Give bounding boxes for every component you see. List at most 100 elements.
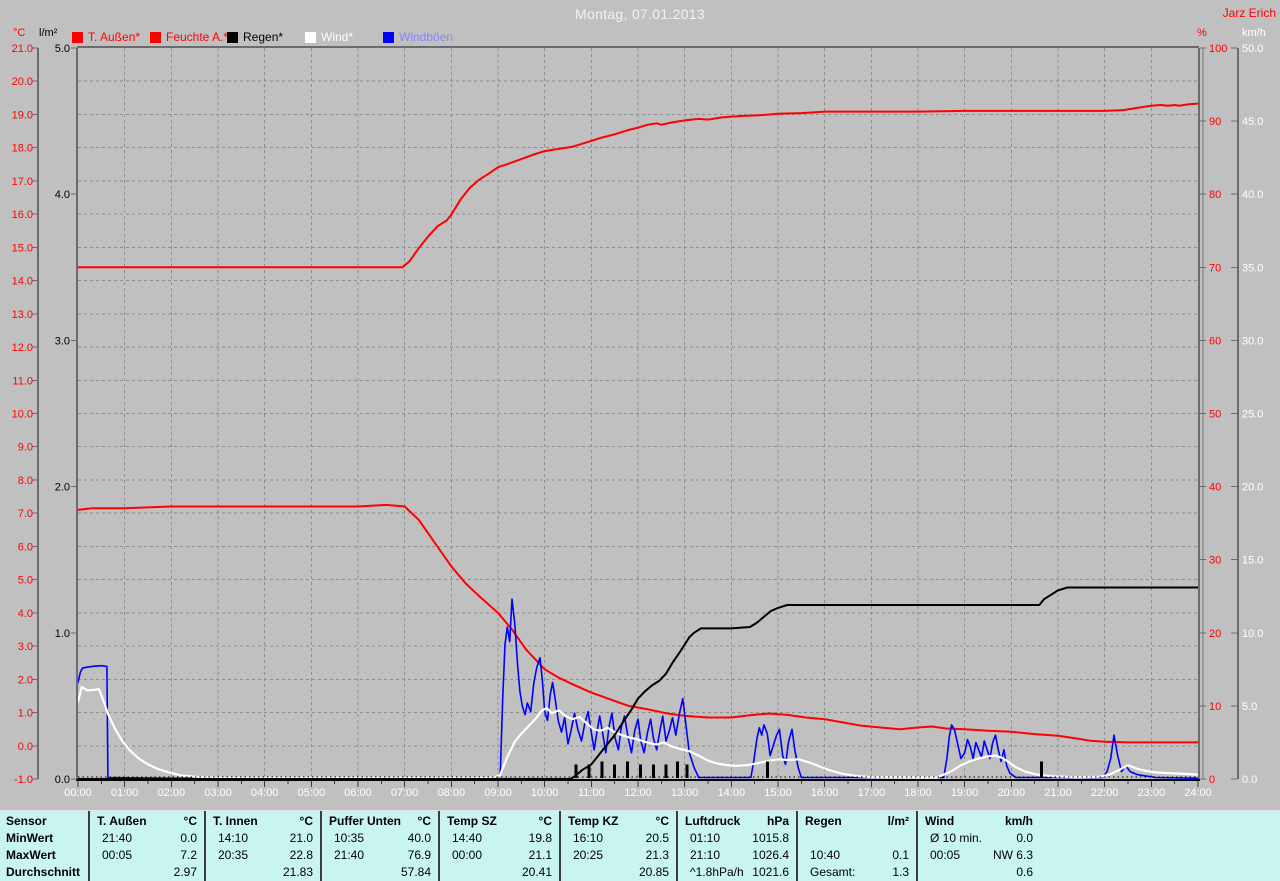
min-value	[909, 830, 916, 847]
legend-item-5[interactable]: Windböen	[383, 30, 453, 44]
svg-text:09:00: 09:00	[484, 787, 512, 799]
svg-text:00:00: 00:00	[64, 787, 92, 799]
sensor-unit: °C	[299, 814, 313, 828]
table-column-temp-sz: Temp SZ °C 14:40 19.8 00:00 21.1 20.41	[438, 811, 559, 881]
plot-area[interactable]	[78, 48, 1198, 779]
legend-item-1[interactable]: T. Außen*	[72, 30, 140, 44]
svg-text:7.0: 7.0	[18, 508, 33, 520]
sensor-name: T. Innen	[213, 814, 258, 828]
svg-text:01:00: 01:00	[111, 787, 139, 799]
min-value: 40.0	[407, 831, 431, 845]
max-value: 1026.4	[752, 848, 789, 862]
min-value: 0.0	[1016, 831, 1033, 845]
table-row: 20.85	[561, 864, 676, 881]
svg-text:1.0: 1.0	[18, 708, 33, 720]
svg-text:12:00: 12:00	[624, 787, 652, 799]
sensor-unit: km/h	[1004, 814, 1033, 828]
svg-text:15.0: 15.0	[12, 242, 33, 254]
avg-value: 21.83	[282, 865, 313, 879]
svg-text:0.0: 0.0	[1242, 774, 1257, 786]
table-row-header-column: Sensor MinWert MaxWert Durchschnitt	[0, 811, 88, 881]
avg-value: 1021.6	[752, 865, 789, 879]
legend-swatch	[305, 31, 316, 43]
svg-text:45.0: 45.0	[1242, 116, 1263, 128]
table-row: 21.83	[206, 864, 320, 881]
table-column-puffer-unten: Puffer Unten °C 10:35 40.0 21:40 76.9 57.84	[320, 811, 438, 881]
svg-text:5.0: 5.0	[1242, 701, 1257, 713]
svg-text:16:00: 16:00	[811, 787, 839, 799]
wind-axis: 50.0 45.0 40.0 35.0 30.0 25.0 20.0 15.0 10.0 5.0 0…	[1231, 43, 1263, 786]
svg-text:35.0: 35.0	[1242, 262, 1263, 274]
svg-text:15:00: 15:00	[764, 787, 792, 799]
legend-swatch	[383, 31, 394, 43]
table-row: 01:10 1015.8	[678, 830, 796, 847]
max-value: 21.3	[645, 848, 669, 862]
svg-text:40: 40	[1209, 482, 1221, 494]
sensor-unit: hPa	[766, 814, 789, 828]
series-feuchte-a-	[77, 102, 1199, 269]
max-time: 21:40	[334, 848, 365, 862]
sensor-unit: °C	[183, 814, 197, 828]
x-axis: 00:00 01:00 02:00 03:00 04:00 05:00 06:00 07:00…	[64, 781, 1212, 799]
table-row: T. Innen °C	[206, 813, 320, 830]
table-column-wind: Wind km/h Ø 10 min. 0.0 00:05 NW 6.3 0.6	[916, 811, 1040, 881]
svg-text:10.0: 10.0	[1242, 628, 1263, 640]
sensor-name: Temp SZ	[447, 814, 497, 828]
svg-text:1.0: 1.0	[55, 628, 70, 640]
svg-text:18.0: 18.0	[12, 143, 33, 155]
svg-text:23:00: 23:00	[1138, 787, 1166, 799]
table-row: 20.41	[440, 864, 559, 881]
svg-text:17:00: 17:00	[858, 787, 886, 799]
min-value: 19.8	[528, 831, 552, 845]
humidity-axis-unit-label: %	[1197, 27, 1207, 39]
svg-text:40.0: 40.0	[1242, 189, 1263, 201]
rain-axis: 5.0 4.0 3.0 2.0 1.0 0.0	[55, 43, 77, 786]
svg-text:50.0: 50.0	[1242, 43, 1263, 55]
legend-label: Regen*	[243, 30, 284, 44]
min-time: 10:35	[334, 831, 365, 845]
max-value: 7.2	[180, 848, 197, 862]
table-column-temp-kz: Temp KZ °C 16:10 20.5 20:25 21.3 20.85	[559, 811, 676, 881]
svg-text:02:00: 02:00	[158, 787, 186, 799]
max-time: 00:05	[930, 848, 961, 862]
series-wind	[76, 685, 1200, 779]
table-column-t-au-en: T. Außen °C 21:40 0.0 00:05 7.2 2.97	[88, 811, 204, 881]
table-row: Ø 10 min. 0.0	[918, 830, 1040, 847]
svg-text:21:00: 21:00	[1044, 787, 1072, 799]
max-time: 00:00	[452, 848, 483, 862]
svg-text:17.0: 17.0	[12, 176, 33, 188]
table-row: 2.97	[90, 864, 204, 881]
svg-text:3.0: 3.0	[55, 335, 70, 347]
svg-text:30: 30	[1209, 555, 1221, 567]
svg-text:10.0: 10.0	[12, 409, 33, 421]
sensor-name: Regen	[805, 814, 842, 828]
min-value: 20.5	[645, 831, 669, 845]
table-row: 21:40 76.9	[322, 847, 438, 864]
table-column-luftdruck: Luftdruck hPa 01:10 1015.8 21:10 1026.4 ^1.8hP…	[676, 811, 796, 881]
table-row: Puffer Unten °C	[322, 813, 438, 830]
legend-item-3[interactable]: Regen*	[227, 30, 283, 44]
table-row	[798, 830, 916, 847]
table-row: 14:10 21.0	[206, 830, 320, 847]
table-row: Wind km/h	[918, 813, 1040, 830]
avg-value: 2.97	[173, 865, 197, 879]
avg-label	[440, 864, 452, 881]
svg-text:9.0: 9.0	[18, 442, 33, 454]
wind-axis-unit-label: km/h	[1242, 27, 1266, 39]
svg-text:4.0: 4.0	[55, 189, 70, 201]
svg-text:4.0: 4.0	[18, 608, 33, 620]
rain-axis-unit-label: l/m²	[39, 27, 58, 39]
max-value: 0.1	[892, 848, 909, 862]
table-row: 10:40 0.1	[798, 847, 916, 864]
svg-text:13:00: 13:00	[671, 787, 699, 799]
table-row: 00:05 7.2	[90, 847, 204, 864]
legend-item-4[interactable]: Wind*	[305, 30, 353, 44]
table-row-header: MinWert	[6, 831, 54, 845]
svg-text:11.0: 11.0	[12, 375, 33, 387]
avg-value: 20.85	[638, 865, 669, 879]
legend-item-2[interactable]: Feuchte A.*	[150, 30, 228, 44]
max-time: 20:35	[218, 848, 249, 862]
svg-text:80: 80	[1209, 189, 1221, 201]
sensor-name: Luftdruck	[685, 814, 741, 828]
